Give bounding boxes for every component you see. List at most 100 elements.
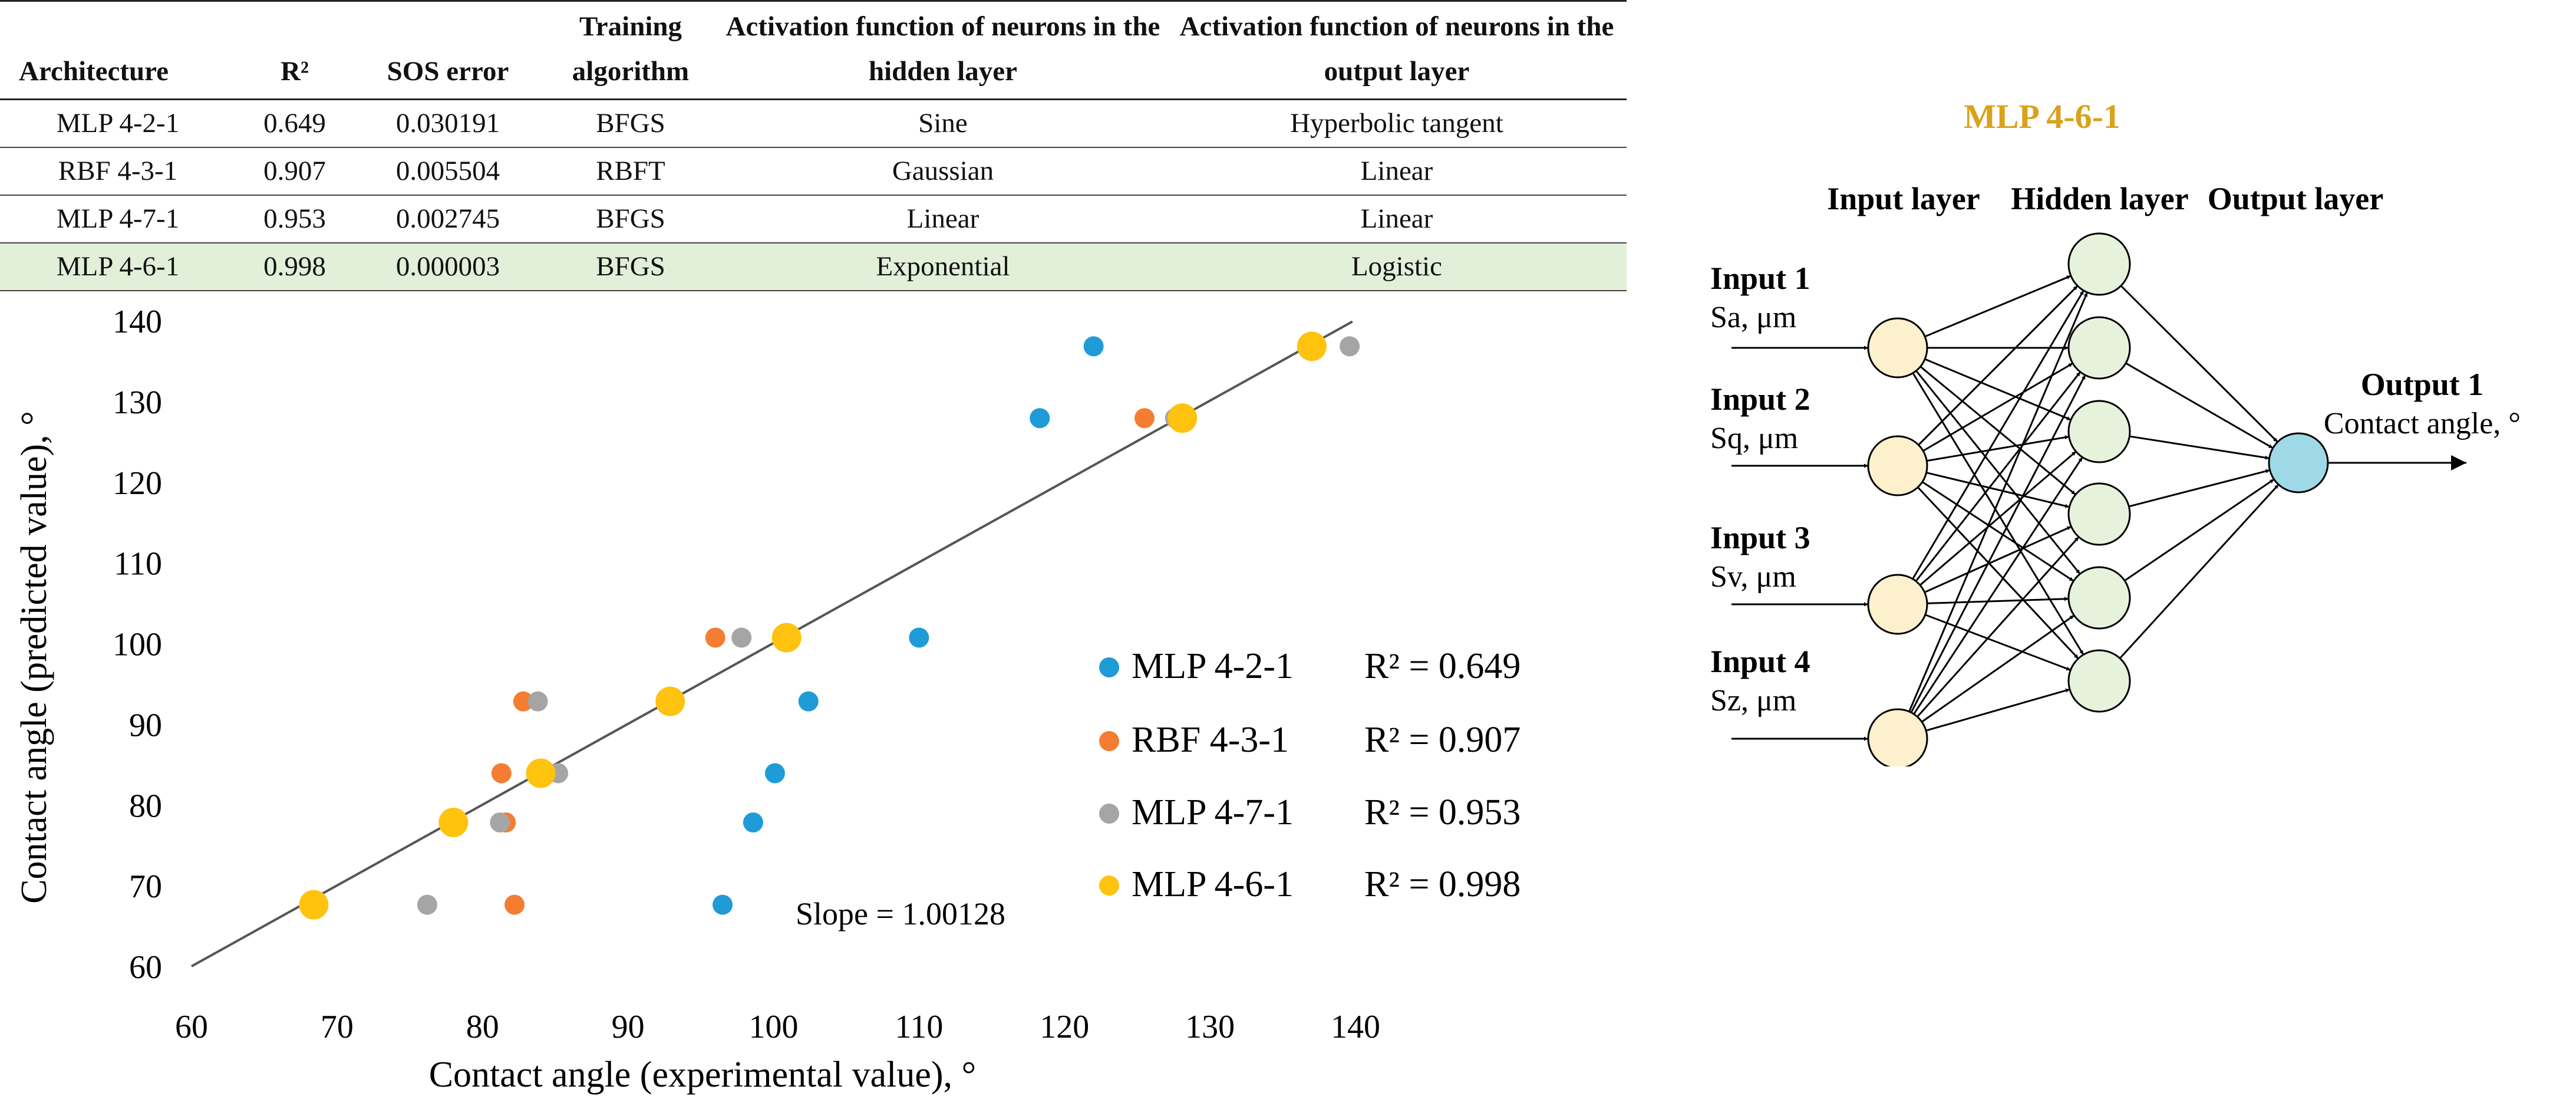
data-point — [764, 763, 785, 784]
hidden-neuron — [2067, 566, 2131, 630]
connection-arrow — [1908, 292, 2089, 712]
x-tick-label: 90 — [612, 1009, 645, 1045]
y-tick-label: 60 — [129, 949, 162, 986]
input-unit: Sv, μm — [1710, 560, 1796, 594]
connection-arrow — [1921, 614, 2075, 723]
x-tick-label: 80 — [466, 1009, 499, 1045]
connection-arrow — [1913, 456, 2083, 715]
col-header-sos-error: SOS error — [387, 56, 509, 87]
hidden-layer-label: Hidden layer — [2011, 181, 2189, 216]
data-point — [513, 691, 533, 712]
hidden-neuron — [2067, 649, 2131, 713]
data-point — [526, 758, 556, 788]
hidden-neuron — [2067, 400, 2131, 463]
network-title: MLP 4-6-1 — [1964, 97, 2120, 136]
input-name: Input 3 — [1710, 520, 1810, 555]
hidden-neuron — [2067, 482, 2131, 546]
data-point — [743, 812, 763, 832]
legend-marker — [1099, 804, 1119, 824]
trendline-group — [191, 320, 1353, 967]
col-header-training-algorithm: Training algorithm — [572, 11, 690, 87]
cell-r2: 0.953 — [263, 203, 326, 234]
connection-arrow — [1925, 614, 2071, 671]
connection-arrow — [2124, 478, 2275, 582]
connection-arrow — [1915, 370, 2081, 575]
y-tick-label: 130 — [113, 384, 162, 421]
cell-r2: 0.649 — [263, 108, 326, 139]
output-name: Output 1 — [2361, 367, 2484, 402]
col-header-output-activation: Activation function of neurons in the ou… — [1179, 11, 1614, 87]
results-table-container: Architecture R² SOS error Training algor… — [0, 0, 1627, 291]
output-layer-label: Output layer — [2208, 181, 2384, 216]
x-tick-label: 140 — [1331, 1009, 1380, 1045]
data-point — [1083, 336, 1104, 357]
data-points — [299, 331, 1360, 920]
output-unit: Contact angle, ° — [2324, 407, 2521, 440]
legend-r2-value: R² = 0.998 — [1364, 864, 1520, 904]
legend-marker — [1099, 876, 1119, 896]
data-point — [491, 763, 512, 784]
connection-arrow — [1924, 358, 2072, 421]
cell-output-activation: Linear — [1360, 203, 1433, 234]
cell-architecture: MLP 4-2-1 — [56, 108, 180, 139]
data-point — [1297, 331, 1327, 361]
input-neuron — [1867, 574, 1928, 635]
data-point — [798, 691, 819, 712]
data-point — [909, 627, 929, 648]
connection-arrow — [2120, 285, 2278, 443]
connection-arrow — [1918, 285, 2079, 446]
y-tick-label: 120 — [113, 465, 162, 502]
cell-hidden-activation: Sine — [918, 108, 968, 139]
table-row: MLP 4-2-1 0.649 0.030191 BFGS Sine Hyper… — [0, 100, 1627, 147]
hidden-neuron — [2067, 232, 2131, 296]
legend-r2-value: R² = 0.649 — [1364, 646, 1520, 686]
connection-arrow — [1912, 289, 2084, 580]
hidden-neuron — [2067, 316, 2131, 380]
cell-training-algorithm: BFGS — [596, 251, 665, 282]
connection-arrow — [2128, 469, 2270, 508]
data-point — [438, 807, 469, 837]
cell-architecture: RBF 4-3-1 — [58, 156, 178, 186]
data-point — [771, 623, 802, 653]
col-header-hidden-activation: Activation function of neurons in the hi… — [725, 11, 1160, 87]
network-nodes — [1867, 232, 2329, 766]
legend-r2-value: R² = 0.953 — [1364, 792, 1520, 832]
connection-arrow — [1919, 450, 2077, 586]
cell-sos-error: 0.005504 — [395, 156, 500, 186]
legend-series-name: MLP 4-6-1 — [1132, 864, 1294, 904]
data-point — [713, 894, 733, 915]
cell-hidden-activation: Gaussian — [892, 156, 994, 186]
cell-output-activation: Logistic — [1351, 251, 1443, 282]
y-tick-label: 140 — [113, 304, 162, 340]
trendline — [191, 320, 1353, 967]
input-name: Input 1 — [1710, 261, 1810, 296]
x-tick-label: 100 — [749, 1009, 799, 1045]
x-tick-label: 120 — [1040, 1009, 1089, 1045]
input-unit: Sz, μm — [1710, 684, 1796, 718]
col-header-architecture: Architecture — [19, 56, 169, 87]
input-neuron — [1867, 317, 1928, 379]
chart-legend: MLP 4-2-1 R² = 0.649 RBF 4-3-1 R² = 0.907 ML… — [1099, 646, 1520, 904]
data-point — [1134, 408, 1155, 429]
connection-arrow — [2125, 362, 2274, 449]
data-point — [527, 691, 548, 712]
cell-r2: 0.998 — [263, 251, 326, 282]
input-neuron — [1867, 435, 1928, 496]
input-name: Input 2 — [1710, 381, 1810, 417]
legend-series-name: RBF 4-3-1 — [1132, 720, 1289, 760]
y-tick-label: 70 — [129, 868, 162, 905]
y-tick-label: 110 — [114, 546, 162, 582]
connection-arrow — [1926, 472, 2070, 508]
connection-arrow — [1917, 486, 2079, 660]
x-tick-label: 60 — [175, 1009, 208, 1045]
connection-arrow — [1915, 371, 2082, 582]
y-tick-label: 80 — [129, 788, 162, 824]
connection-arrow — [1927, 435, 2069, 462]
table-row: RBF 4-3-1 0.907 0.005504 RBFT Gaussian L… — [0, 147, 1627, 195]
data-point — [299, 890, 329, 920]
cell-r2: 0.907 — [263, 156, 326, 186]
legend-marker — [1099, 657, 1119, 677]
cell-output-activation: Hyperbolic tangent — [1290, 108, 1503, 139]
connection-arrow — [1910, 374, 2086, 713]
chart-axes: 60 70 80 90 100 110 120 130 140 60 70 80 90 100 110 120… — [113, 304, 1380, 1045]
